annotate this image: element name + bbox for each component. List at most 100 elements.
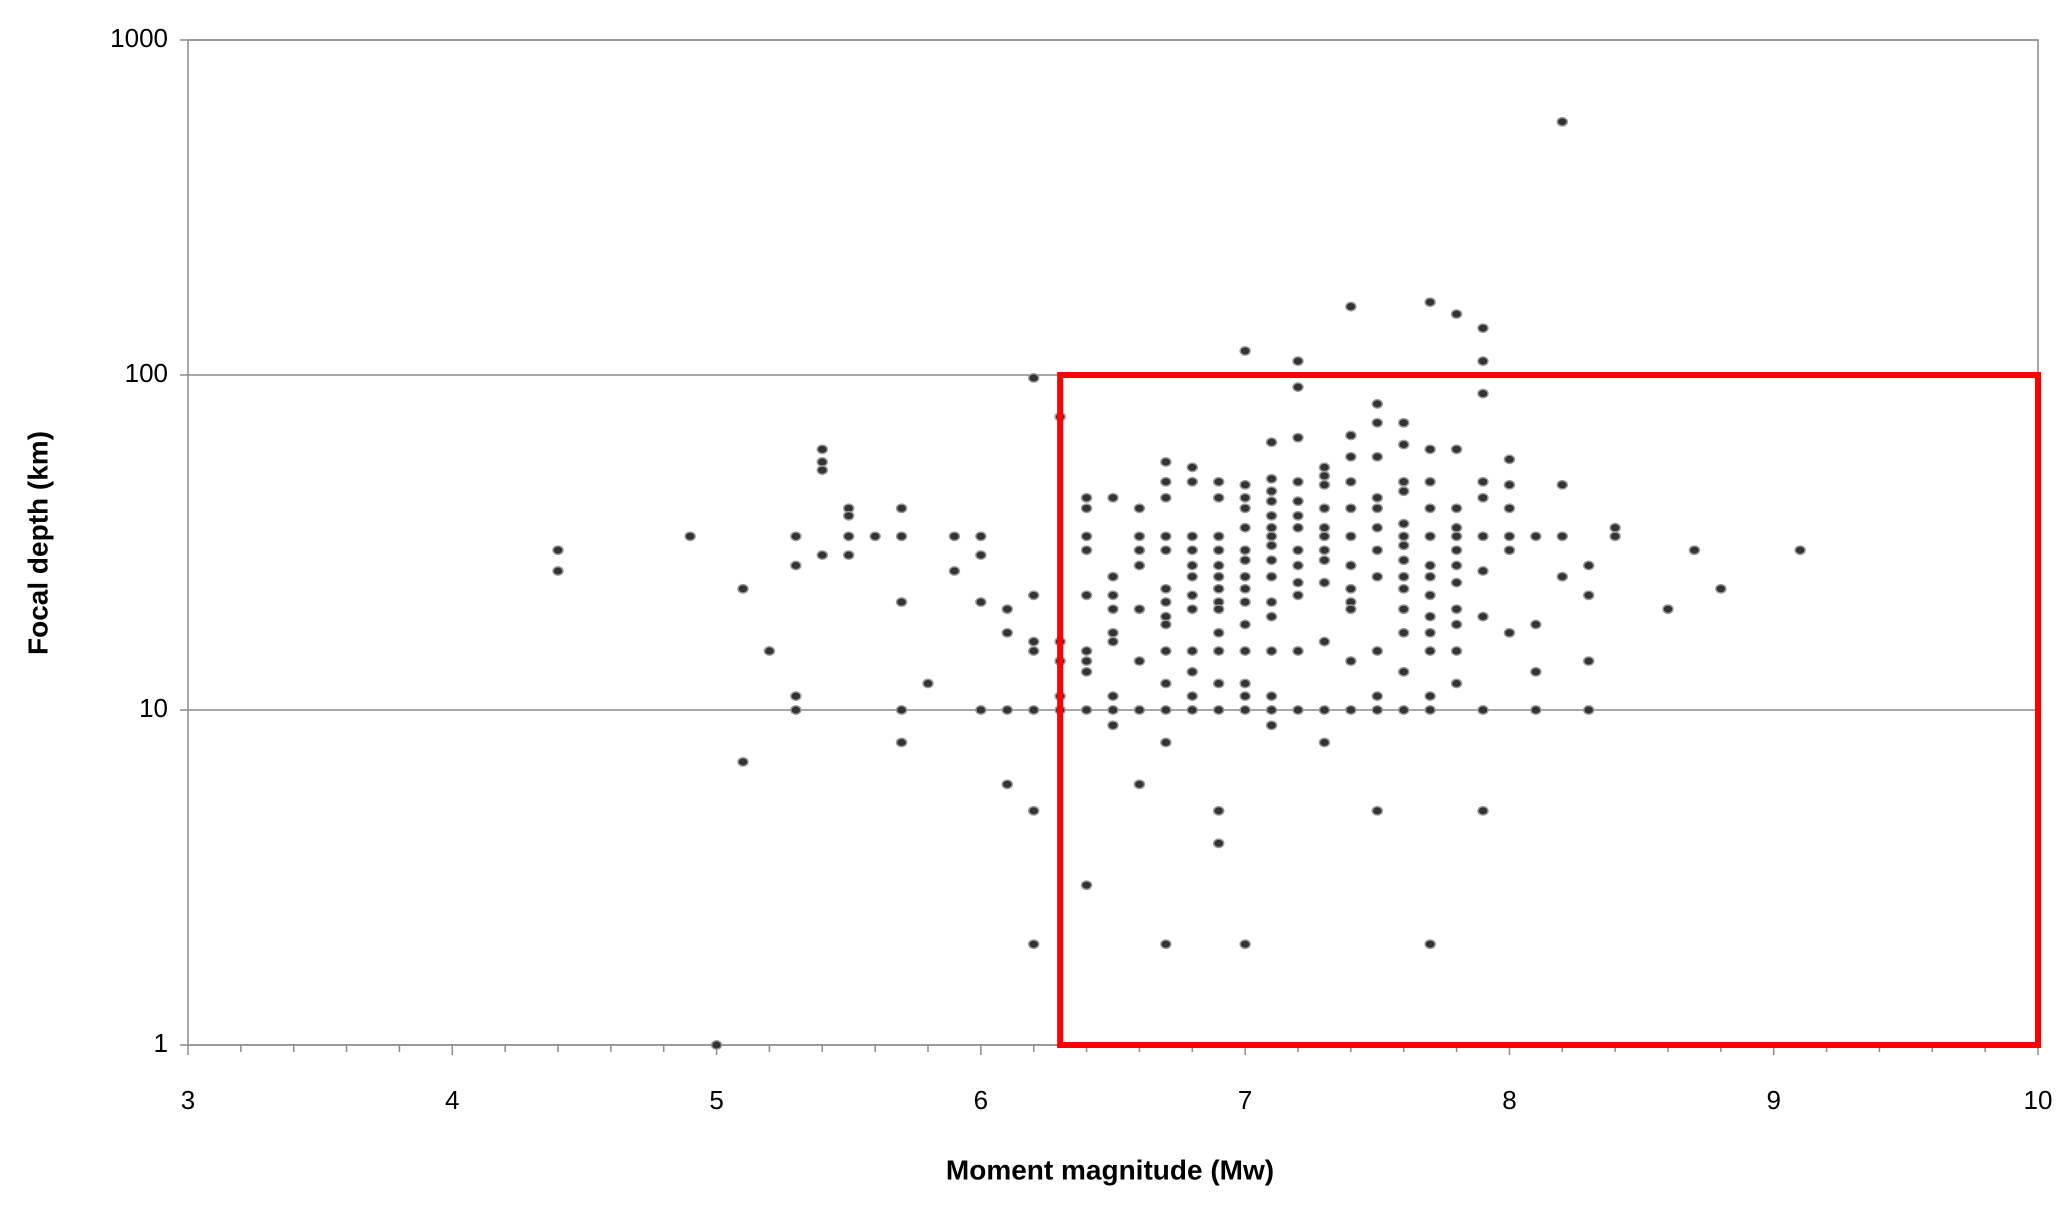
point (1477, 805, 1489, 816)
point (1345, 531, 1357, 542)
point (763, 646, 776, 656)
point (1107, 720, 1119, 731)
point (1027, 372, 1040, 383)
point (1715, 583, 1727, 594)
point (1371, 571, 1384, 582)
x-tick-label: 8 (1502, 1085, 1516, 1115)
point (1107, 705, 1119, 715)
point (1424, 476, 1436, 487)
point (1080, 492, 1093, 503)
point (1212, 492, 1225, 503)
point (1292, 476, 1304, 487)
point (1424, 939, 1436, 950)
y-axis-title: Focal depth (km) (22, 431, 53, 655)
point (1371, 522, 1384, 533)
point (1450, 444, 1463, 455)
point (1662, 604, 1674, 615)
point (1397, 627, 1410, 638)
point (790, 691, 802, 702)
point (1477, 323, 1489, 334)
point (1371, 646, 1384, 656)
point (1292, 577, 1304, 588)
point (1477, 356, 1489, 367)
point (1001, 779, 1014, 790)
point (1133, 503, 1146, 514)
point (1001, 604, 1014, 615)
point (842, 550, 855, 561)
point (1292, 590, 1304, 601)
point (1292, 545, 1304, 556)
point (1397, 486, 1410, 497)
point (1397, 583, 1410, 594)
point (1265, 646, 1278, 656)
point (1239, 545, 1251, 556)
point (1265, 473, 1278, 484)
point (1160, 619, 1172, 630)
point (1530, 619, 1542, 630)
point (1397, 555, 1410, 566)
point (1556, 531, 1569, 542)
point (1160, 545, 1172, 556)
point (1318, 577, 1331, 588)
point (1345, 656, 1357, 666)
point (1345, 301, 1357, 312)
point (922, 678, 934, 689)
point (1318, 545, 1331, 556)
point (1371, 691, 1384, 702)
point (1239, 555, 1251, 566)
point (1212, 705, 1225, 715)
point (1160, 678, 1172, 689)
point (1582, 560, 1595, 571)
point (1239, 691, 1251, 702)
point (1186, 666, 1199, 677)
point (1450, 619, 1463, 630)
point (1027, 636, 1040, 647)
point (1318, 636, 1331, 647)
point (1371, 805, 1384, 816)
point (1556, 116, 1569, 127)
point (1397, 540, 1410, 551)
point (1318, 555, 1331, 566)
point (1503, 454, 1516, 465)
point (1424, 560, 1436, 571)
point (1503, 627, 1516, 638)
point (1133, 705, 1146, 715)
x-tick-label: 3 (181, 1085, 195, 1115)
point (1107, 571, 1119, 582)
point (1371, 545, 1384, 556)
point (1186, 462, 1199, 473)
point (1503, 479, 1516, 490)
point (1345, 451, 1357, 462)
point (1477, 566, 1489, 576)
point (1027, 705, 1040, 715)
point (1239, 939, 1251, 950)
y-tick-label: 10 (139, 693, 168, 723)
point (1292, 356, 1304, 367)
point (1424, 705, 1436, 715)
point (1345, 476, 1357, 487)
point (1265, 522, 1278, 533)
point (1424, 590, 1436, 601)
point (1450, 560, 1463, 571)
point (1107, 691, 1119, 702)
point (1265, 510, 1278, 521)
point (790, 705, 802, 715)
point (552, 566, 564, 576)
point (1212, 545, 1225, 556)
point (1107, 492, 1119, 503)
y-tick-label: 1000 (110, 23, 168, 53)
point (1160, 939, 1172, 950)
point (1265, 571, 1278, 582)
point (1160, 531, 1172, 542)
x-tick-label: 7 (1238, 1085, 1252, 1115)
point (1186, 705, 1199, 715)
point (1424, 531, 1436, 542)
point (1582, 705, 1595, 715)
point (1450, 309, 1463, 320)
x-axis-title: Moment magnitude (Mw) (946, 1154, 1274, 1185)
point (1397, 666, 1410, 677)
point (1265, 597, 1278, 608)
point (895, 705, 908, 715)
point (1345, 503, 1357, 514)
point (1292, 432, 1304, 443)
